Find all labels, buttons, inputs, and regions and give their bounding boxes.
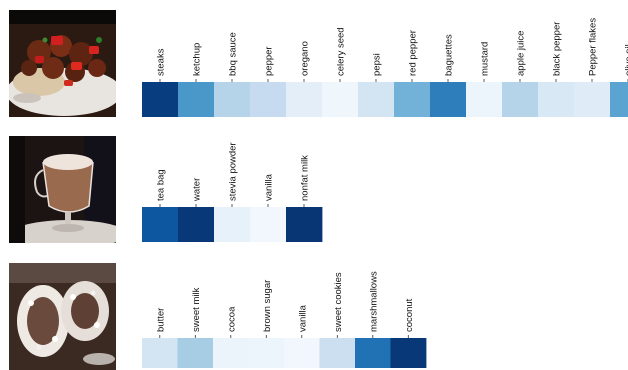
ingredient-label: olive oil	[624, 44, 628, 76]
heatmap-cell	[391, 338, 427, 368]
heatmap-cell	[214, 82, 250, 117]
heatmap-cell	[286, 82, 322, 117]
heatmap-cell	[178, 82, 214, 117]
ingredient-label: red pepper	[408, 30, 419, 76]
heatmap-cell	[178, 207, 214, 242]
heatmap-cell	[320, 338, 356, 368]
heatmap-row-1: steaks ketchup bbq sauce pepper oregano celer…	[142, 18, 628, 117]
ingredient-label: coconut	[404, 298, 415, 332]
heatmap-cell	[178, 338, 214, 368]
ingredient-label: bbq sauce	[228, 32, 239, 76]
ingredient-label: pepper	[264, 46, 275, 76]
ingredient-label: black pepper	[552, 22, 563, 76]
heatmap-cell	[286, 207, 322, 242]
ingredient-label: butter	[155, 308, 166, 332]
heatmap-row-3: butter sweet milk cocoa brown sugar vanilla s…	[142, 271, 426, 368]
ingredient-label: stevia powder	[228, 142, 239, 201]
heatmap-cell	[355, 338, 391, 368]
ingredient-label: marshmallows	[368, 271, 379, 332]
heatmap-cell	[430, 82, 466, 117]
heatmap-cell	[213, 338, 249, 368]
ingredient-label: ketchup	[192, 43, 203, 76]
heatmap-cell	[358, 82, 394, 117]
ingredient-label: celery seed	[336, 27, 347, 76]
heatmap-cell	[322, 82, 358, 117]
ingredient-label: steaks	[156, 48, 167, 76]
heatmap-cell	[502, 82, 538, 117]
ingredient-label: cocoa	[226, 306, 237, 332]
ingredient-label: water	[192, 178, 203, 202]
heatmap-cell	[610, 82, 628, 117]
ingredient-label: nonfat milk	[300, 155, 311, 201]
ingredient-label: sweet milk	[191, 287, 202, 332]
ingredient-label: baguettes	[444, 34, 455, 76]
ingredient-label: pepsi	[372, 53, 383, 76]
ingredient-label: brown sugar	[262, 280, 273, 332]
ingredient-label: vanilla	[264, 173, 275, 201]
ingredient-label: apple juice	[516, 31, 527, 76]
ingredient-label: sweet cookies	[333, 272, 344, 332]
heatmap-cell	[142, 82, 178, 117]
heatmap-cell	[250, 207, 286, 242]
ingredient-label: mustard	[480, 42, 491, 76]
ingredient-label: tea bag	[156, 169, 167, 201]
heatmap-cell	[214, 207, 250, 242]
heatmap-cell	[394, 82, 430, 117]
heatmap-cell	[284, 338, 320, 368]
heatmap-cell	[142, 207, 178, 242]
ingredient-label: Pepper flakes	[588, 18, 599, 76]
heatmap-cell	[466, 82, 502, 117]
heatmap-cell	[250, 82, 286, 117]
heatmap-cell	[249, 338, 285, 368]
heatmap-row-2: tea bag water stevia powder vanilla nonfat m…	[142, 142, 322, 242]
ingredient-label: oregano	[300, 41, 311, 76]
ingredient-label: vanilla	[297, 304, 308, 332]
heatmap-cell	[142, 338, 178, 368]
heatmap-cell	[574, 82, 610, 117]
heatmap-cell	[538, 82, 574, 117]
